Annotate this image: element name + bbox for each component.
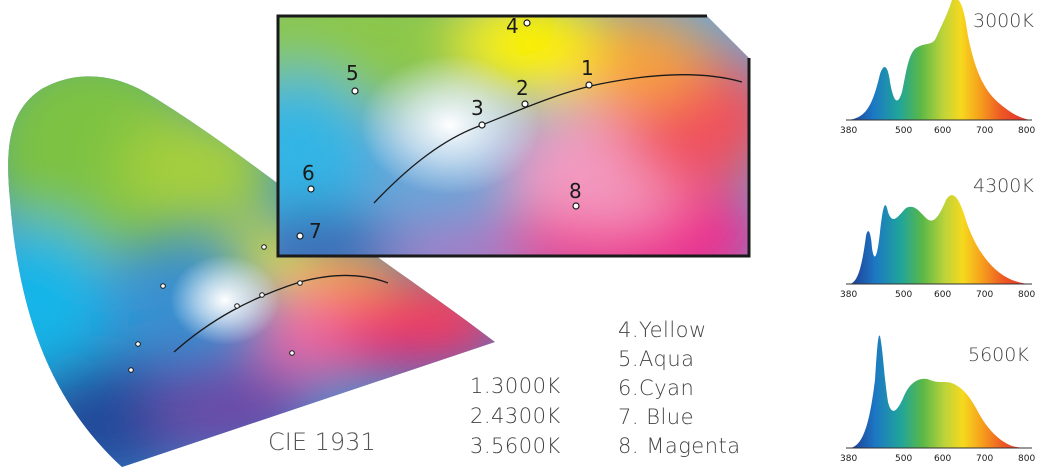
point-label-2: 2 xyxy=(516,76,529,100)
tick-3000k-380: 380 xyxy=(840,126,857,136)
spectrum-4300k xyxy=(846,195,1032,285)
spectrum-title-5600k: 5600K xyxy=(968,344,1029,366)
inset-points xyxy=(296,19,593,240)
planckian-locus-main xyxy=(173,274,389,353)
tick-3000k-700: 700 xyxy=(976,126,993,136)
tick-5600k-800: 800 xyxy=(1018,454,1035,464)
legend-item-3: 3.5600K xyxy=(470,434,561,458)
tick-4300k-700: 700 xyxy=(976,290,993,300)
point-label-8: 8 xyxy=(569,179,582,203)
legend-item-2: 2.4300K xyxy=(470,404,561,428)
legend-item-4: 4.Yellow xyxy=(618,318,707,342)
legend-item-1: 1.3000K xyxy=(470,374,561,398)
tick-5600k-380: 380 xyxy=(840,454,857,464)
point-label-6: 6 xyxy=(302,161,315,185)
spectrum-title-3000k: 3000K xyxy=(973,10,1034,32)
tick-4300k-800: 800 xyxy=(1018,290,1035,300)
main-points xyxy=(128,244,303,373)
spectrum-ticks: 380 500 600 700 800 380 500 600 700 800 … xyxy=(840,126,1035,464)
tick-5600k-500: 500 xyxy=(895,454,912,464)
inset-zoom xyxy=(278,16,749,256)
cie-title: CIE 1931 xyxy=(268,428,376,456)
point-label-5: 5 xyxy=(346,61,359,85)
spectrum-5600k xyxy=(846,335,1032,449)
point-label-1: 1 xyxy=(581,56,594,80)
spectrum-3000k xyxy=(846,0,1032,121)
inset-frame xyxy=(276,14,751,258)
tick-4300k-380: 380 xyxy=(840,290,857,300)
legend-item-7: 7. Blue xyxy=(618,405,695,429)
tick-5600k-600: 600 xyxy=(934,454,951,464)
planckian-locus-inset xyxy=(373,73,743,204)
legend-item-5: 5.Aqua xyxy=(618,347,695,371)
tick-3000k-500: 500 xyxy=(895,126,912,136)
point-label-3: 3 xyxy=(471,96,484,120)
inset-point-labels: 1 2 3 4 5 6 7 8 xyxy=(302,14,594,243)
tick-5600k-700: 700 xyxy=(976,454,993,464)
tick-3000k-800: 800 xyxy=(1018,126,1035,136)
tick-4300k-500: 500 xyxy=(895,290,912,300)
tick-3000k-600: 600 xyxy=(934,126,951,136)
tick-4300k-600: 600 xyxy=(934,290,951,300)
legend-item-6: 6.Cyan xyxy=(618,376,695,400)
point-label-4: 4 xyxy=(506,14,519,38)
spectrum-title-4300k: 4300K xyxy=(973,175,1034,197)
point-label-7: 7 xyxy=(309,219,322,243)
legend-item-8: 8. Magenta xyxy=(618,434,741,458)
